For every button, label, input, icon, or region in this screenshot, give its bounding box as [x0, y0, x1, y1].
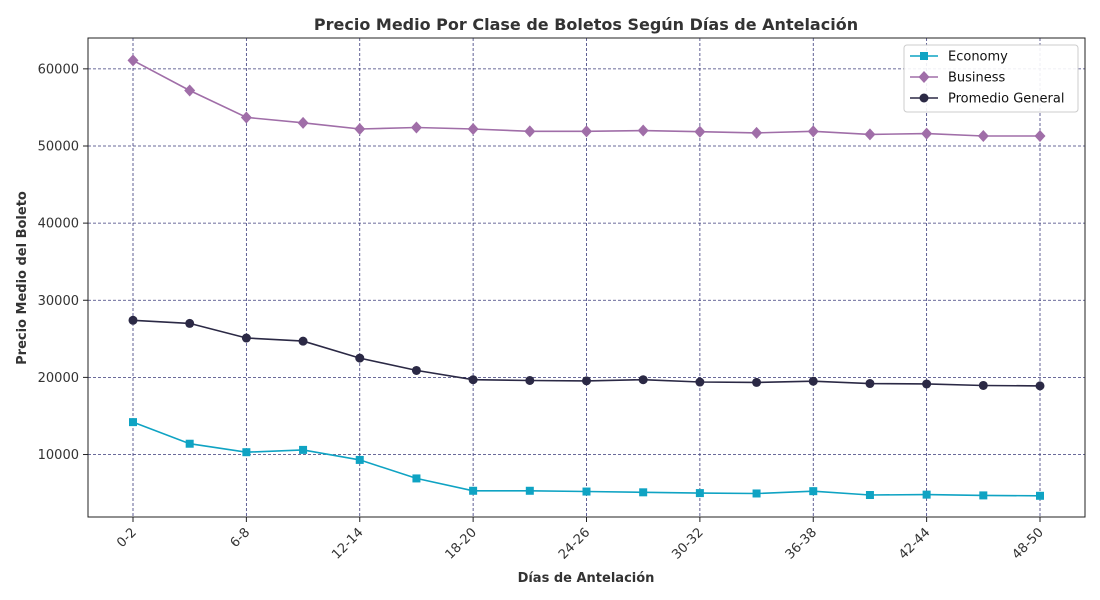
data-point [637, 124, 649, 137]
x-axis: 0-2 6-8 12-14 18-20 24-26 30-32 36-38 42-44 48-5… [114, 517, 1047, 563]
data-point [1035, 381, 1045, 391]
data-point [922, 379, 932, 389]
x-axis-label: Días de Antelación [518, 571, 655, 586]
legend-marker [919, 93, 929, 103]
data-point [921, 127, 933, 140]
data-point [922, 490, 931, 499]
data-point [581, 125, 592, 138]
data-point [412, 474, 421, 483]
data-point [129, 418, 137, 427]
series-business [127, 54, 1046, 142]
y-tick-label: 30000 [38, 294, 79, 309]
data-point [979, 491, 988, 500]
data-point [128, 315, 138, 325]
data-point [355, 353, 365, 363]
y-tick-label: 10000 [38, 448, 79, 463]
legend-item-business: Business [910, 71, 1006, 86]
y-axis: 10000 20000 30000 40000 50000 60000 [38, 62, 88, 463]
data-point [808, 376, 818, 386]
data-point [582, 376, 591, 386]
data-point [807, 125, 819, 138]
x-tick-label: 42-44 [896, 525, 933, 562]
data-point [1036, 491, 1044, 500]
y-axis-label: Precio Medio del Boleto [15, 191, 30, 365]
x-tick-label: 48-50 [1010, 525, 1047, 562]
legend: Economy Business Promedio General [903, 44, 1079, 113]
data-point [977, 129, 989, 142]
data-point [297, 116, 309, 129]
x-tick-label: 18-20 [443, 525, 480, 562]
legend-marker [920, 52, 928, 60]
data-point [695, 377, 705, 387]
data-point [355, 455, 364, 464]
data-point [752, 377, 762, 387]
y-tick-label: 20000 [38, 371, 79, 386]
data-point [865, 491, 874, 500]
data-point [525, 486, 534, 495]
data-point [639, 488, 648, 497]
data-point [467, 123, 479, 136]
chart-title: Precio Medio Por Clase de Boletos Según … [314, 15, 858, 34]
series-promedio-general [128, 315, 1045, 391]
data-point [242, 448, 251, 457]
x-tick-label: 12-14 [329, 525, 366, 562]
data-point [298, 336, 308, 346]
data-point [582, 487, 591, 496]
x-tick-label: 24-26 [556, 525, 593, 562]
data-point [240, 111, 252, 124]
legend-label: Economy [948, 50, 1008, 65]
x-tick-label: 0-2 [114, 525, 140, 551]
data-point [978, 380, 988, 390]
data-point [695, 489, 704, 498]
data-point [864, 128, 876, 141]
data-point [127, 54, 139, 67]
data-point [185, 318, 195, 328]
y-tick-label: 50000 [38, 139, 79, 154]
legend-item-economy: Economy [910, 50, 1008, 65]
x-tick-label: 30-32 [669, 525, 706, 562]
legend-marker [918, 71, 930, 83]
legend-item-promedio-general: Promedio General [910, 92, 1064, 107]
data-point [524, 125, 536, 138]
data-point [411, 365, 421, 375]
data-point [185, 439, 194, 448]
legend-box [903, 44, 1079, 113]
x-tick-label: 6-8 [228, 525, 254, 551]
data-point [299, 445, 308, 454]
series-economy [129, 418, 1044, 500]
data-point [809, 487, 818, 496]
x-tick-label: 36-38 [783, 525, 820, 562]
data-point [241, 333, 251, 343]
data-point [638, 375, 648, 385]
data-point [865, 379, 875, 389]
data-point [469, 486, 478, 495]
y-tick-label: 60000 [38, 62, 79, 77]
data-point [694, 125, 706, 138]
data-point [751, 126, 763, 139]
data-point [525, 375, 535, 385]
legend-label: Business [948, 71, 1006, 86]
y-tick-label: 40000 [38, 217, 79, 232]
data-point [184, 84, 196, 97]
data-point [410, 121, 422, 134]
data-point [354, 123, 366, 136]
data-point [752, 489, 761, 498]
legend-label: Promedio General [948, 92, 1064, 107]
data-point [468, 375, 478, 385]
data-point [1034, 129, 1046, 142]
series-group [127, 54, 1046, 500]
